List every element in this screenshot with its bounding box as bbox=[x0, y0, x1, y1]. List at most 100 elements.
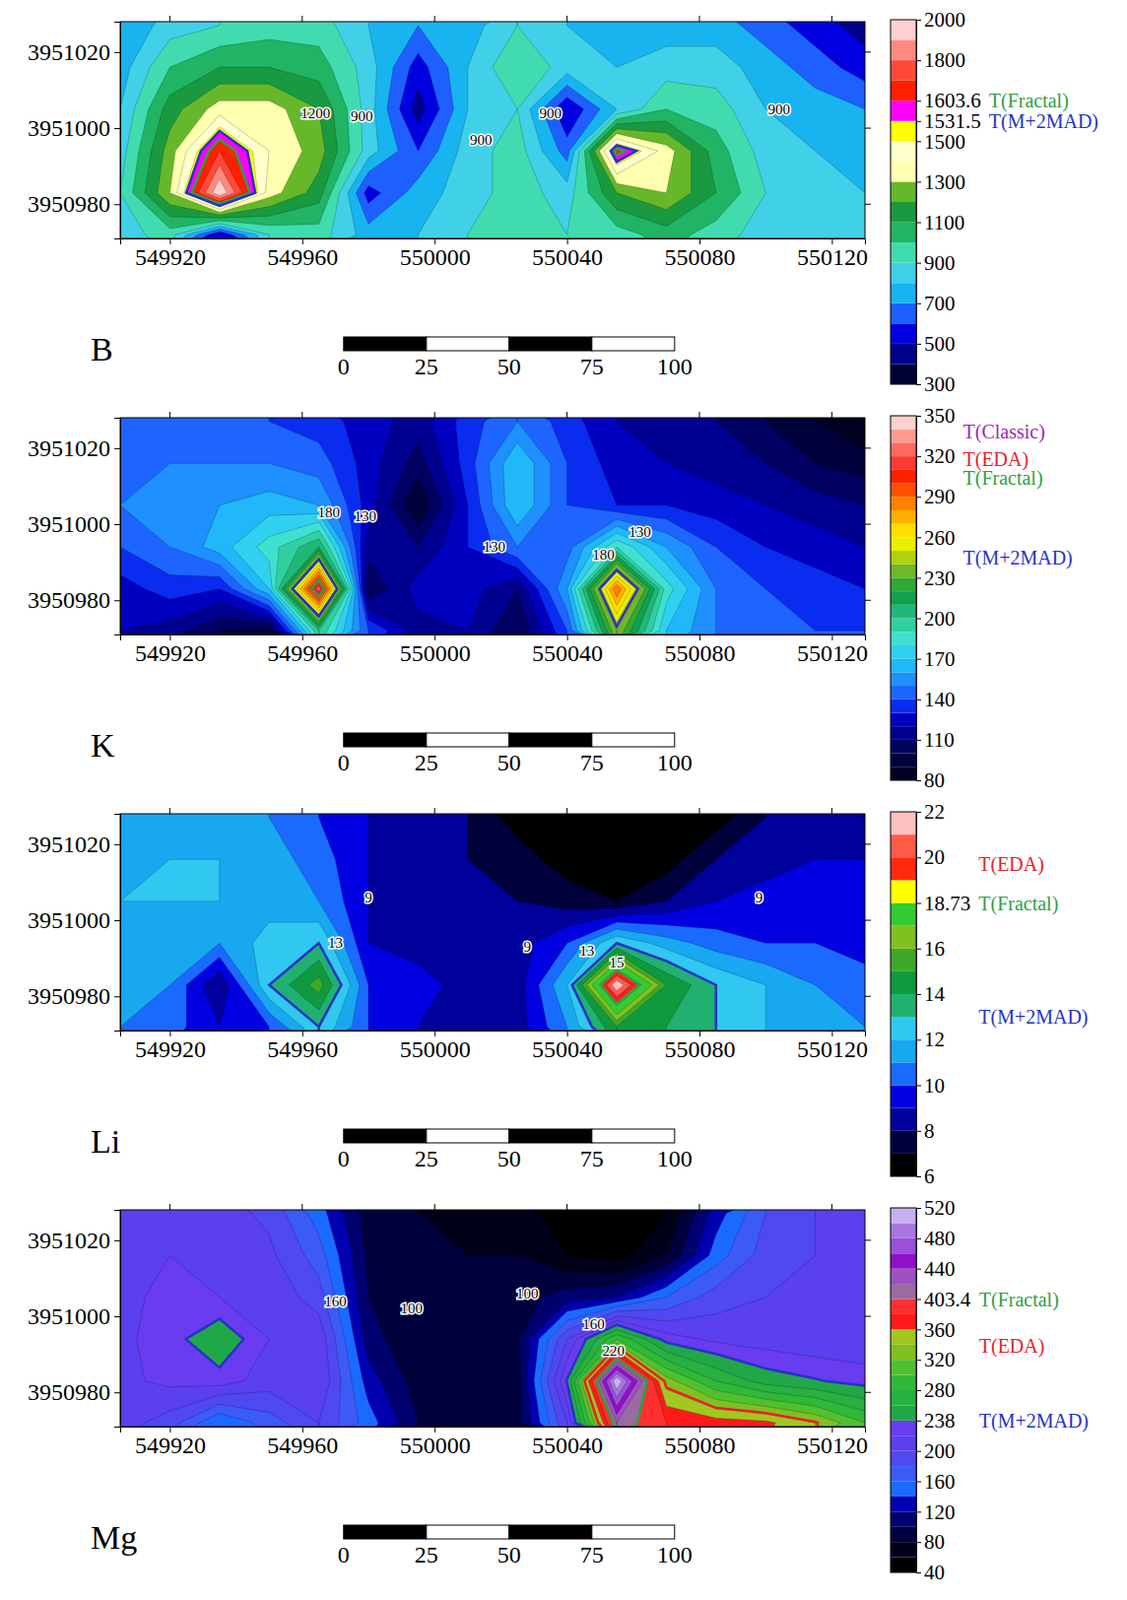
tick-label: 350 bbox=[924, 403, 956, 428]
tick-mark bbox=[566, 807, 568, 814]
tick-mark bbox=[114, 995, 121, 997]
x-tick: 550120 bbox=[796, 634, 868, 666]
contour-band bbox=[281, 546, 656, 635]
y-tick: 3950980 bbox=[27, 191, 121, 217]
colorbar-tick: 18.73 bbox=[916, 891, 971, 916]
tick-label: 550040 bbox=[531, 244, 603, 270]
contour-band bbox=[120, 417, 865, 635]
contour-label: 13 bbox=[579, 942, 595, 959]
tick-label: 700 bbox=[924, 291, 956, 316]
scale-bar-label: 25 bbox=[414, 1145, 439, 1172]
threshold-label: T(M+2MAD) bbox=[963, 546, 1073, 570]
contour-band bbox=[309, 952, 667, 1031]
tick-label: 18.73 bbox=[924, 891, 971, 916]
x-tick: 549960 bbox=[266, 634, 338, 666]
colorbar: 4080120160200238280320360403.4440480520T… bbox=[890, 1195, 1089, 1585]
colorbar-tick: 520 bbox=[916, 1195, 956, 1220]
tick-label: 3950980 bbox=[27, 1379, 111, 1405]
x-tick: 550080 bbox=[664, 1030, 736, 1062]
colorbar-band bbox=[890, 948, 917, 972]
scale-bar-label: 25 bbox=[414, 353, 439, 380]
colorbar-frame bbox=[890, 19, 917, 385]
tick-label: 280 bbox=[924, 1378, 956, 1402]
y-axis: 395098039510003951020 bbox=[27, 22, 122, 240]
tick-label: 3951020 bbox=[27, 435, 111, 462]
colorbar-axis-line bbox=[917, 1208, 923, 1574]
scale-bar-label: 75 bbox=[580, 749, 604, 776]
tick-label: 3950980 bbox=[27, 587, 111, 613]
tick-mark bbox=[169, 807, 171, 814]
contour-band bbox=[612, 1377, 622, 1390]
tick-mark bbox=[864, 128, 871, 130]
tick-label: 403.4 bbox=[924, 1287, 972, 1312]
contour-band bbox=[120, 1209, 865, 1427]
contour-label: 220 bbox=[601, 1342, 625, 1359]
colorbar-band bbox=[890, 100, 917, 122]
contour-band bbox=[120, 417, 717, 635]
tick-label: 12 bbox=[924, 1027, 945, 1052]
colorbar-tick: 1300 bbox=[916, 170, 966, 195]
scale-bar: 0255075100 bbox=[337, 336, 693, 380]
tick-label: 10 bbox=[924, 1073, 945, 1098]
tick-mark bbox=[916, 903, 922, 905]
scale-bar-segment bbox=[426, 1128, 510, 1143]
colorbar-tick: 700 bbox=[916, 291, 956, 316]
contour-band bbox=[120, 417, 865, 635]
tick-mark bbox=[916, 618, 922, 620]
tick-mark bbox=[114, 203, 121, 205]
colorbar-band bbox=[890, 903, 917, 927]
colorbar-band bbox=[890, 564, 917, 579]
colorbar-band bbox=[890, 1435, 917, 1451]
contour-band bbox=[601, 971, 639, 1003]
contour-band bbox=[315, 585, 321, 593]
colorbar-band bbox=[890, 994, 917, 1017]
colorbar-band bbox=[890, 1526, 917, 1542]
x-tick: 550040 bbox=[531, 238, 603, 270]
threshold-label: T(Fractal) bbox=[979, 1288, 1060, 1312]
contour-band bbox=[275, 530, 665, 635]
contour-band bbox=[120, 21, 865, 239]
colorbar-frame bbox=[890, 1207, 917, 1573]
tick-label: 550040 bbox=[531, 640, 603, 666]
contour-band bbox=[212, 179, 228, 197]
scale-bar-label: 100 bbox=[657, 749, 693, 776]
x-tick: 550040 bbox=[531, 1426, 603, 1459]
colorbar-band bbox=[890, 857, 917, 880]
colorbar-tick: 1100 bbox=[916, 210, 965, 235]
tick-mark bbox=[434, 15, 436, 22]
contour-band bbox=[120, 813, 865, 1031]
threshold-label: T(Fractal) bbox=[989, 89, 1069, 113]
contour-label: 130 bbox=[353, 508, 377, 525]
tick-mark bbox=[916, 536, 922, 538]
scale-bar: 0255075100 bbox=[337, 1524, 693, 1568]
scale-bar-label: 0 bbox=[337, 1541, 350, 1568]
scale-bar-segment bbox=[343, 732, 427, 747]
tick-mark bbox=[916, 1511, 922, 1513]
colorbar-band bbox=[890, 1085, 917, 1109]
contour-band bbox=[309, 578, 326, 598]
colorbar-band bbox=[890, 604, 917, 619]
threshold-label: T(Fractal) bbox=[978, 892, 1059, 916]
colorbar-band bbox=[890, 631, 917, 646]
colorbar-tick: 22 bbox=[916, 799, 945, 824]
scale-bar-label: 50 bbox=[497, 353, 522, 380]
colorbar-tick: 120 bbox=[916, 1500, 956, 1525]
colorbar-band bbox=[890, 1496, 917, 1512]
tick-mark bbox=[864, 599, 871, 601]
x-axis-line bbox=[121, 239, 866, 246]
colorbar-band bbox=[890, 753, 917, 768]
contour-band bbox=[570, 1329, 865, 1427]
scale-bar-segment bbox=[592, 1128, 675, 1143]
tick-mark bbox=[301, 1203, 303, 1210]
threshold-label: T(M+2MAD) bbox=[979, 1409, 1089, 1433]
tick-label: 40 bbox=[924, 1560, 945, 1585]
x-tick: 550080 bbox=[664, 634, 736, 666]
tick-mark bbox=[916, 343, 922, 345]
tick-label: 1300 bbox=[924, 170, 966, 195]
colorbar-tick: 440 bbox=[916, 1257, 956, 1281]
tick-label: 3951020 bbox=[27, 39, 111, 66]
tick-label: 549960 bbox=[266, 1432, 338, 1459]
contour-band bbox=[120, 813, 865, 1031]
contour-band bbox=[120, 1209, 865, 1427]
threshold-label: T(M+2MAD) bbox=[978, 1005, 1088, 1029]
